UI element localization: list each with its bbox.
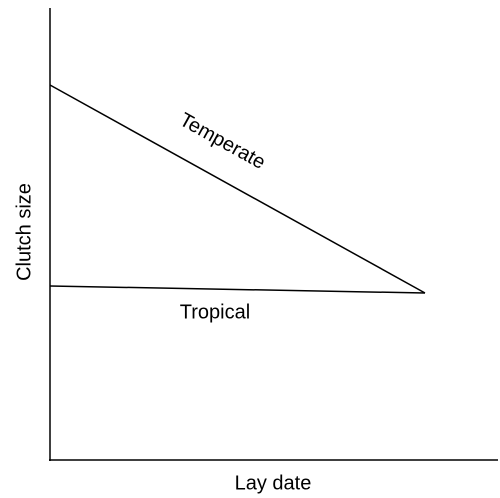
x-axis-label: Lay date xyxy=(235,472,312,494)
tropical-label: Tropical xyxy=(180,301,250,323)
tropical-line xyxy=(49,285,426,294)
y-axis-label: Clutch size xyxy=(13,183,35,281)
temperate-label: Temperate xyxy=(176,109,269,174)
temperate-line xyxy=(49,84,426,294)
